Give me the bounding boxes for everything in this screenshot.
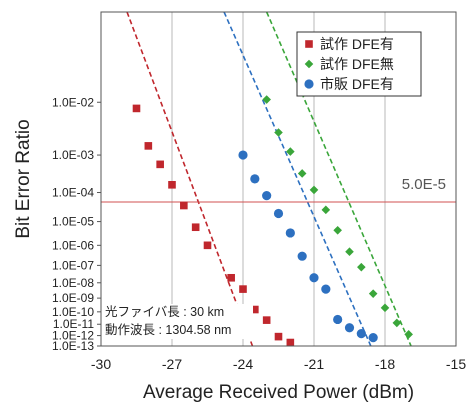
fit-line-試作-dfe無 bbox=[265, 11, 412, 347]
data-point-circle bbox=[344, 323, 355, 333]
legend-box bbox=[296, 31, 422, 97]
data-point-circle bbox=[356, 329, 366, 339]
data-point-diamond bbox=[274, 128, 283, 137]
data-point-diamond bbox=[262, 95, 271, 104]
y-tick-label: 1.0E-13 bbox=[52, 339, 94, 353]
legend-label: 市販 DFE有 bbox=[320, 76, 394, 92]
series-試作-dfe有 bbox=[132, 104, 295, 347]
annotation-background bbox=[103, 304, 253, 339]
data-point-circle bbox=[273, 208, 284, 219]
y-axis-title: Bit Error Ratio bbox=[13, 119, 34, 238]
legend-marker-diamond bbox=[304, 59, 314, 69]
fit-lines-layer bbox=[126, 11, 412, 347]
data-point-square bbox=[132, 104, 141, 113]
plot-frame bbox=[100, 11, 457, 347]
y-tick-label: 1.0E-08 bbox=[52, 276, 94, 290]
data-point-square bbox=[227, 273, 235, 282]
x-tick-label: -30 bbox=[91, 356, 111, 372]
data-point-diamond bbox=[297, 169, 307, 178]
data-point-square bbox=[239, 285, 247, 293]
annotations: 光ファイバ長 : 30 km 動作波長 : 1304.58 nm bbox=[103, 304, 253, 339]
reference-line-label: 5.0E-5 bbox=[402, 176, 446, 193]
y-tick-label: 1.0E-10 bbox=[52, 305, 94, 319]
data-point-square bbox=[180, 201, 188, 210]
reference-line-layer: 5.0E-5 bbox=[101, 176, 456, 203]
series-市販-dfe有 bbox=[238, 150, 378, 343]
data-point-diamond bbox=[321, 205, 331, 215]
data-point-diamond bbox=[286, 147, 295, 156]
legend-item: 市販 DFE有 bbox=[304, 76, 394, 92]
data-point-circle bbox=[309, 273, 319, 283]
data-point-diamond bbox=[392, 318, 402, 328]
x-tick-label: -21 bbox=[304, 356, 324, 372]
legend-item: 試作 DFE無 bbox=[304, 56, 394, 72]
data-points-layer bbox=[132, 95, 413, 347]
y-tick-label: 1.0E-12 bbox=[52, 329, 94, 343]
y-tick-label: 1.0E-09 bbox=[52, 291, 94, 305]
y-tick-label: 1.0E-02 bbox=[52, 95, 94, 109]
data-point-diamond bbox=[368, 289, 378, 298]
data-point-diamond bbox=[357, 262, 366, 272]
x-tick-label: -24 bbox=[233, 356, 253, 372]
data-point-circle bbox=[333, 314, 343, 325]
data-point-circle bbox=[368, 332, 378, 343]
x-tick-label: -27 bbox=[162, 356, 182, 372]
data-point-square bbox=[286, 338, 295, 347]
y-tick-label: 1.0E-04 bbox=[52, 186, 94, 200]
data-point-circle bbox=[262, 191, 272, 201]
data-point-square bbox=[191, 223, 200, 232]
data-point-square bbox=[156, 160, 164, 169]
data-point-circle bbox=[285, 228, 295, 238]
series-試作-dfe無 bbox=[262, 95, 413, 339]
data-point-circle bbox=[238, 150, 248, 160]
x-tick-label: -15 bbox=[446, 356, 466, 372]
legend-label: 試作 DFE無 bbox=[320, 56, 394, 72]
fit-line-市販-dfe有 bbox=[223, 11, 372, 347]
data-point-square bbox=[203, 241, 212, 250]
x-axis-title: Average Received Power (dBm) bbox=[143, 382, 414, 403]
data-point-diamond bbox=[345, 247, 354, 256]
y-tick-label: 1.0E-05 bbox=[52, 215, 94, 229]
legend-marker-square bbox=[305, 40, 313, 48]
y-tick-label: 1.0E-11 bbox=[53, 317, 94, 331]
x-tick-label: -18 bbox=[375, 356, 395, 372]
data-point-circle bbox=[250, 174, 260, 184]
wavelength-annotation: 動作波長 : 1304.58 nm bbox=[105, 323, 231, 337]
data-point-diamond bbox=[404, 330, 413, 339]
data-point-square bbox=[168, 180, 176, 189]
fit-line-試作-dfe有 bbox=[126, 11, 254, 347]
legend-label: 試作 DFE有 bbox=[320, 36, 394, 52]
data-point-circle bbox=[297, 251, 307, 261]
data-point-circle bbox=[321, 284, 331, 294]
tick-labels-layer: 1.0E-02 1.0E-03 1.0E-04 1.0E-05 1.0E-06 1.0E-… bbox=[52, 95, 466, 372]
legend-marker-circle bbox=[304, 79, 314, 89]
y-tick-label: 1.0E-07 bbox=[52, 258, 94, 272]
data-point-square bbox=[251, 305, 259, 314]
legend-item: 試作 DFE有 bbox=[305, 36, 394, 52]
data-point-diamond bbox=[333, 226, 342, 235]
data-point-diamond bbox=[380, 303, 390, 313]
data-point-diamond bbox=[309, 185, 319, 195]
data-point-square bbox=[144, 142, 153, 150]
y-tick-label: 1.0E-03 bbox=[52, 148, 94, 162]
data-point-square bbox=[262, 316, 271, 324]
y-tick-label: 1.0E-06 bbox=[52, 238, 94, 252]
data-point-square bbox=[274, 332, 283, 341]
fiber-length-annotation: 光ファイバ長 : 30 km bbox=[105, 305, 224, 319]
